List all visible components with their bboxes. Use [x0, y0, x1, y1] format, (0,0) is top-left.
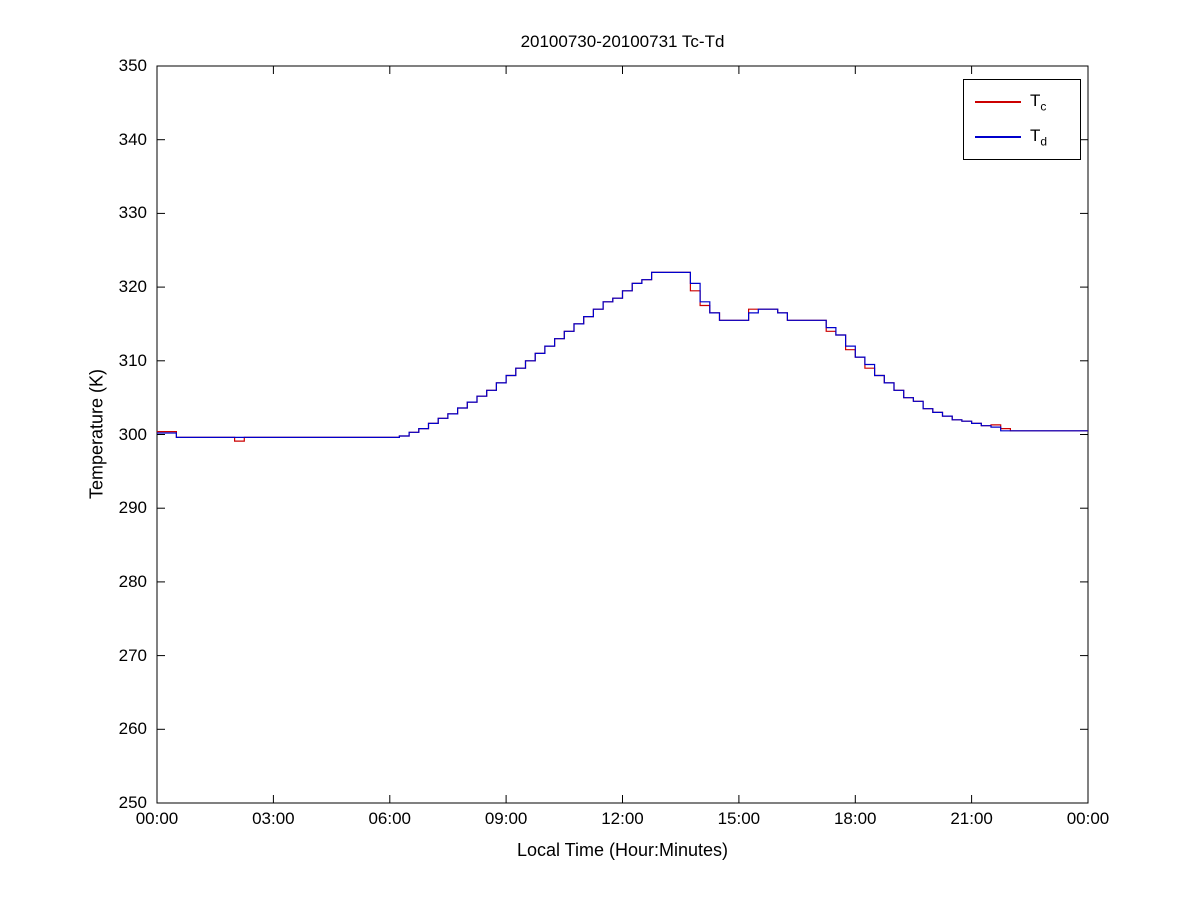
legend-label-tc: Tc	[1030, 90, 1047, 113]
x-tick-label: 21:00	[950, 809, 993, 828]
y-tick-label: 330	[118, 203, 147, 223]
legend-entry-tc: Tc	[964, 86, 1080, 118]
legend-entry-td: Td	[964, 121, 1080, 153]
y-tick-label: 290	[118, 498, 147, 518]
y-tick-label: 320	[118, 277, 147, 297]
x-axis-label: Local Time (Hour:Minutes)	[516, 840, 729, 860]
x-tick-label: 06:00	[368, 809, 412, 828]
legend-label-td: Td	[1030, 126, 1048, 149]
y-tick-label: 310	[118, 350, 147, 370]
y-tick-label: 300	[118, 424, 147, 444]
x-tick-label: 15:00	[717, 809, 761, 828]
x-tick-label: 03:00	[252, 809, 295, 828]
x-tick-label: 12:00	[601, 809, 644, 828]
legend-line-td	[975, 136, 1021, 139]
legend-line-tc	[975, 100, 1021, 103]
x-tick-label: 09:00	[484, 809, 528, 828]
chart-title: 20100730-20100731 Tc-Td	[520, 32, 725, 51]
y-tick-label: 340	[118, 129, 147, 149]
x-tick-label: 00:00	[135, 809, 179, 828]
y-tick-label: 270	[118, 645, 147, 665]
y-tick-label: 250	[118, 793, 147, 812]
x-tick-label: 18:00	[833, 809, 877, 828]
y-tick-label: 350	[118, 56, 147, 75]
x-tick-label: 00:00	[1066, 809, 1110, 828]
y-axis-label: Temperature (K)	[86, 368, 107, 500]
legend: Tc Td	[963, 79, 1081, 160]
y-tick-label: 260	[118, 719, 147, 739]
y-tick-label: 280	[118, 571, 147, 591]
